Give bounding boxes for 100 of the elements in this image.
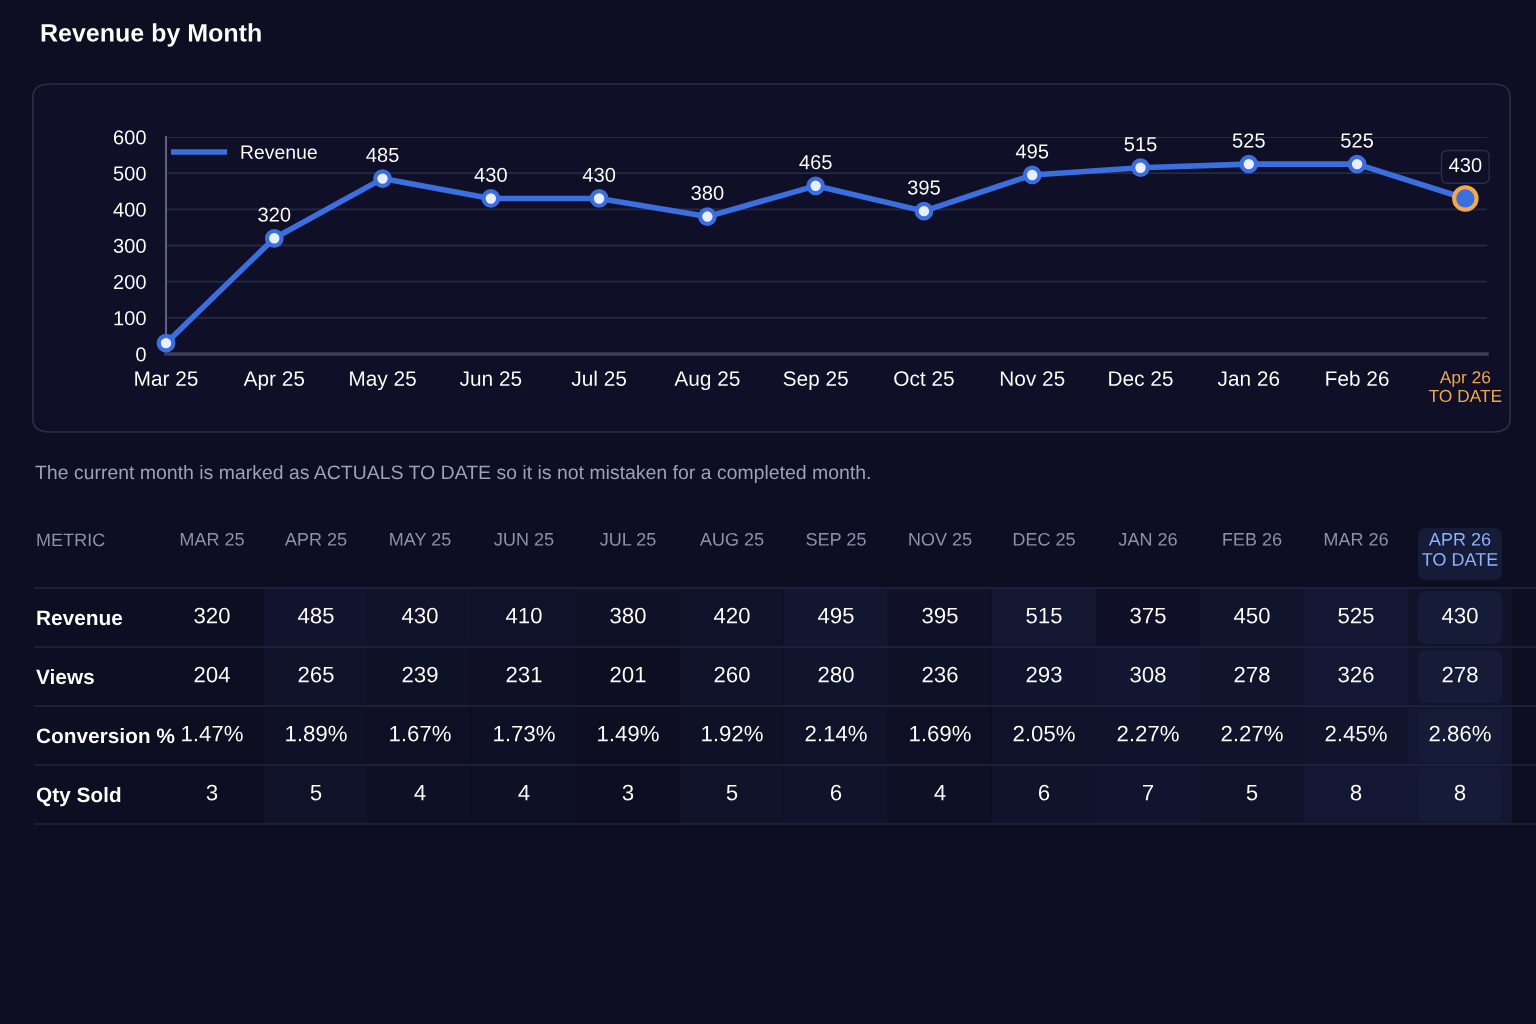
x-tick-label: Aug 25 <box>674 371 740 391</box>
point <box>589 189 609 208</box>
x-tick-label: JUN 25 <box>494 532 554 546</box>
point <box>1239 154 1259 174</box>
x-tick-label: Apr 26 TO DATE <box>1428 371 1502 403</box>
data-label: 239 <box>402 666 438 683</box>
y-tick-label: 100 <box>114 311 146 326</box>
data-label: 515 <box>1026 607 1062 624</box>
data-label: 450 <box>1233 607 1270 624</box>
data-label: 2.45% <box>1325 725 1387 742</box>
data-label: 6 <box>830 784 842 801</box>
y-tick-label: 500 <box>113 166 146 181</box>
data-label: 278 <box>1442 666 1478 683</box>
data-label: 2.27% <box>1221 725 1283 742</box>
data-label: 280 <box>818 666 854 683</box>
x-tick-label: AUG 25 <box>699 532 764 546</box>
data-label: 236 <box>922 666 958 683</box>
data-label: 260 <box>714 666 750 683</box>
data-label: 430 <box>1449 158 1482 173</box>
y-tick-label: Conversion % <box>36 727 175 744</box>
x-tick-label: FEB 26 <box>1223 532 1282 546</box>
x-tick-label: DEC 25 <box>1013 532 1075 546</box>
data-label: 1.73% <box>494 725 555 742</box>
y-tick-label: 300 <box>113 238 146 253</box>
data-label: 7 <box>1142 784 1154 801</box>
point <box>481 189 501 208</box>
x-tick-label: Jul 25 <box>571 370 627 386</box>
data-label: 5 <box>1246 784 1258 801</box>
point <box>373 169 392 188</box>
y-tick-label: 400 <box>113 202 146 217</box>
data-label: 1.92% <box>702 725 763 742</box>
chart-title: Revenue by Month <box>41 23 261 47</box>
data-label: 2.86% <box>1429 725 1491 742</box>
y-tick-label: Qty Sold <box>36 786 121 807</box>
data-label: 308 <box>1130 666 1166 683</box>
data-label: 320 <box>194 607 230 624</box>
x-tick-label: Sep 25 <box>783 371 848 391</box>
x-tick-label: Jun 25 <box>459 371 522 386</box>
point <box>806 176 826 196</box>
x-tick-label: May 25 <box>350 371 416 391</box>
point <box>264 228 284 248</box>
data-label: 515 <box>1124 137 1157 152</box>
data-label: 465 <box>799 155 832 170</box>
y-tick-label: 200 <box>113 274 146 290</box>
point <box>698 207 717 226</box>
data-label: 2.27% <box>1117 725 1179 742</box>
x-tick-label: SEP 25 <box>806 532 866 546</box>
x-tick-label: Dec 25 <box>1109 371 1173 386</box>
data-label: 495 <box>817 607 854 624</box>
data-label: 420 <box>713 607 750 624</box>
data-label: 495 <box>1015 144 1049 159</box>
y-tick-label: Views <box>36 668 94 685</box>
point <box>1022 165 1042 185</box>
data-label: 375 <box>1130 607 1166 624</box>
data-label: 2.05% <box>1013 725 1075 742</box>
data-label: 1.49% <box>598 725 659 742</box>
data-label: 1.47% <box>182 725 243 742</box>
data-label: 5 <box>726 784 738 801</box>
data-label: 380 <box>610 607 646 624</box>
data-label: 8 <box>1350 784 1362 801</box>
data-label: 293 <box>1026 666 1062 683</box>
data-label: 525 <box>1232 133 1265 148</box>
data-label: 395 <box>907 180 940 195</box>
data-label: 4 <box>934 784 946 801</box>
x-tick-label: MAR 25 <box>180 532 244 546</box>
x-tick-label: JUL 25 <box>600 532 656 546</box>
x-tick-label: Nov 25 <box>1000 371 1065 386</box>
data-label: 1.89% <box>286 725 347 742</box>
data-label: 4 <box>518 784 530 801</box>
data-label: 525 <box>1341 133 1374 148</box>
data-label: 410 <box>505 607 542 624</box>
data-label: 1.69% <box>910 725 971 742</box>
x-tick-label: Apr 25 <box>243 371 305 391</box>
data-label: 395 <box>922 607 958 624</box>
point <box>1131 158 1150 178</box>
data-label: 485 <box>297 607 334 624</box>
data-label: 3 <box>206 784 218 801</box>
data-label: 525 <box>1338 607 1374 624</box>
data-label: 380 <box>691 185 724 201</box>
y-tick-label: Revenue <box>37 610 123 626</box>
y-axis-title: METRIC <box>37 533 105 547</box>
legend-label: Revenue <box>241 145 317 160</box>
data-label: 430 <box>474 167 507 182</box>
data-label: 4 <box>414 784 426 801</box>
data-label: 5 <box>310 784 322 801</box>
data-label: 430 <box>401 607 438 624</box>
data-label: 201 <box>610 666 646 683</box>
data-label: 6 <box>1038 784 1050 801</box>
data-label: 2.14% <box>805 725 867 742</box>
point <box>156 333 176 353</box>
y-tick-label: 0 <box>136 347 146 362</box>
data-label: 265 <box>298 666 334 683</box>
x-tick-label: NOV 25 <box>909 532 972 546</box>
data-label: 320 <box>258 207 291 222</box>
data-label: 485 <box>366 147 399 163</box>
point <box>914 201 934 221</box>
text: The current month is marked as ACTUALS TO DATE so it is not mistaken for a completed month. <box>35 464 870 484</box>
x-tick-label: MAY 25 <box>390 532 451 546</box>
x-tick-label: Mar 25 <box>135 371 198 386</box>
data-label: 231 <box>506 666 542 683</box>
